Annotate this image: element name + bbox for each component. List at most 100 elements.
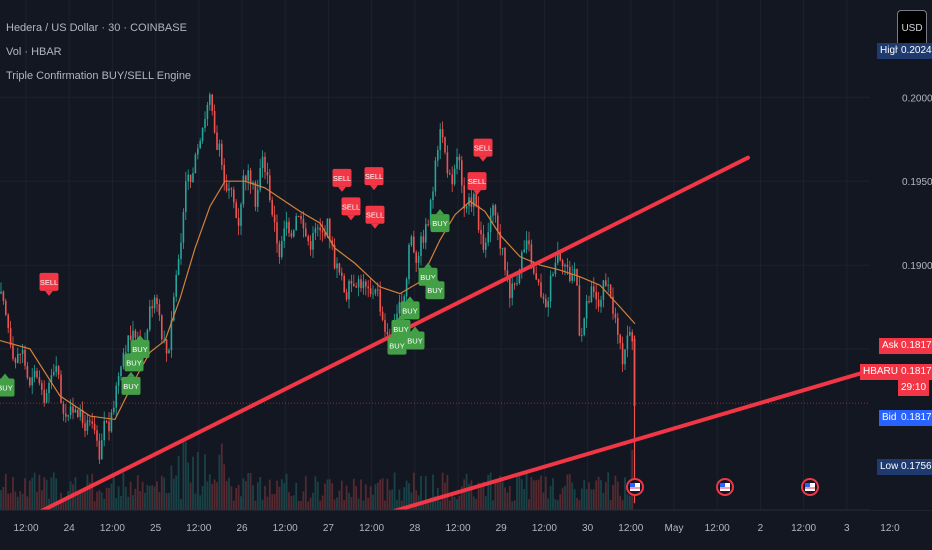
volume-bar bbox=[364, 484, 367, 510]
bid-price: 0.18173 bbox=[898, 410, 932, 426]
candle-body bbox=[319, 227, 321, 231]
event-marker[interactable] bbox=[716, 478, 734, 496]
volume-bar bbox=[518, 473, 521, 510]
candle-body bbox=[50, 375, 53, 383]
candle-body bbox=[257, 189, 259, 207]
volume-bar bbox=[626, 494, 629, 510]
candle-body bbox=[343, 275, 345, 293]
candle-body bbox=[425, 224, 427, 243]
volume-bar bbox=[28, 480, 31, 510]
volume-legend[interactable]: Vol · HBAR bbox=[6, 46, 62, 58]
volume-bar bbox=[348, 492, 350, 510]
candle-body bbox=[55, 366, 57, 372]
candle-body bbox=[465, 205, 468, 209]
candle-body bbox=[305, 228, 307, 237]
volume-bar bbox=[350, 496, 353, 510]
volume-bar bbox=[110, 483, 113, 510]
indicator-legend[interactable]: Triple Confirmation BUY/SELL Engine bbox=[6, 70, 192, 82]
currency-button[interactable]: USD bbox=[897, 10, 927, 46]
sell-signal: SELL bbox=[39, 272, 59, 296]
signal-text: SELL bbox=[40, 278, 58, 287]
candle-body bbox=[540, 282, 542, 297]
signal-text: BUY bbox=[420, 273, 435, 282]
volume-bar bbox=[254, 500, 257, 510]
time-tick-label: 12:00 bbox=[532, 523, 557, 534]
symbol-title[interactable]: Hedera / US Dollar · 30 · COINBASE bbox=[6, 22, 187, 34]
signal-box bbox=[400, 301, 420, 320]
candle-body bbox=[281, 240, 283, 258]
candle-body bbox=[201, 127, 204, 141]
candle-body bbox=[192, 172, 194, 183]
volume-bar bbox=[432, 474, 434, 510]
signal-pointer bbox=[406, 296, 414, 302]
candle-body bbox=[247, 170, 249, 181]
volume-bar bbox=[196, 451, 199, 510]
candle-body bbox=[165, 339, 168, 354]
candle-body bbox=[127, 335, 129, 352]
volume-bar bbox=[487, 474, 490, 510]
volume-bar bbox=[307, 501, 310, 510]
bid-tag: Bid bbox=[879, 410, 900, 426]
event-marker[interactable] bbox=[801, 478, 819, 496]
candle-body bbox=[245, 175, 247, 181]
volume-bar bbox=[280, 479, 283, 510]
volume-bar bbox=[40, 490, 43, 510]
volume-bar bbox=[19, 491, 22, 510]
candle-body bbox=[405, 279, 408, 297]
signal-pointer bbox=[1, 373, 9, 379]
candle-body bbox=[199, 140, 201, 149]
volume-bar bbox=[45, 479, 48, 510]
candle-body bbox=[518, 270, 521, 284]
buy-signal: BUY bbox=[425, 276, 445, 300]
candle-body bbox=[26, 365, 29, 378]
volume-bar bbox=[379, 479, 382, 510]
candle-body bbox=[559, 251, 561, 261]
candle-body bbox=[293, 230, 295, 237]
buy-signal: BUY bbox=[400, 296, 420, 320]
volume-bar bbox=[566, 474, 569, 510]
buy-signal: BUY bbox=[0, 373, 15, 397]
candle-body bbox=[153, 297, 156, 309]
time-tick-label: 28 bbox=[409, 523, 421, 534]
candle-body bbox=[571, 274, 573, 281]
volume-bar bbox=[470, 480, 473, 510]
volume-bar bbox=[597, 476, 600, 510]
event-markers[interactable] bbox=[626, 478, 819, 496]
volume-bar bbox=[180, 498, 182, 510]
candle-body bbox=[449, 173, 451, 175]
volume-bar bbox=[604, 482, 607, 510]
candle-body bbox=[444, 137, 446, 153]
volume-bar bbox=[537, 479, 540, 510]
candle-body bbox=[213, 110, 216, 133]
candle-body bbox=[204, 119, 206, 128]
candle-body bbox=[264, 156, 266, 172]
candle-body bbox=[576, 268, 578, 286]
candle-body bbox=[535, 273, 537, 280]
volume-bar bbox=[559, 494, 562, 510]
volume-bar bbox=[403, 487, 406, 510]
candle-body bbox=[338, 263, 341, 273]
candle-body bbox=[585, 301, 588, 319]
signal-text: BUY bbox=[123, 382, 138, 391]
signal-box bbox=[473, 138, 493, 157]
volume-bar bbox=[463, 479, 466, 510]
volume-bar bbox=[398, 489, 401, 510]
volume-bar bbox=[376, 482, 379, 510]
candle-body bbox=[182, 212, 185, 243]
candle-body bbox=[36, 370, 38, 378]
candle-body bbox=[573, 268, 576, 275]
volume-bar bbox=[204, 454, 206, 510]
candle-body bbox=[0, 291, 2, 294]
event-marker[interactable] bbox=[626, 478, 644, 496]
volume-bar bbox=[278, 486, 281, 510]
volume-bar bbox=[501, 481, 504, 510]
moving-average bbox=[0, 180, 636, 421]
candle-body bbox=[185, 181, 187, 213]
candle-body bbox=[180, 242, 182, 259]
volume-bar bbox=[412, 472, 415, 510]
candle-body bbox=[504, 248, 506, 271]
candle-body bbox=[69, 406, 72, 416]
volume-bar bbox=[369, 486, 372, 510]
candle-body bbox=[583, 318, 585, 336]
